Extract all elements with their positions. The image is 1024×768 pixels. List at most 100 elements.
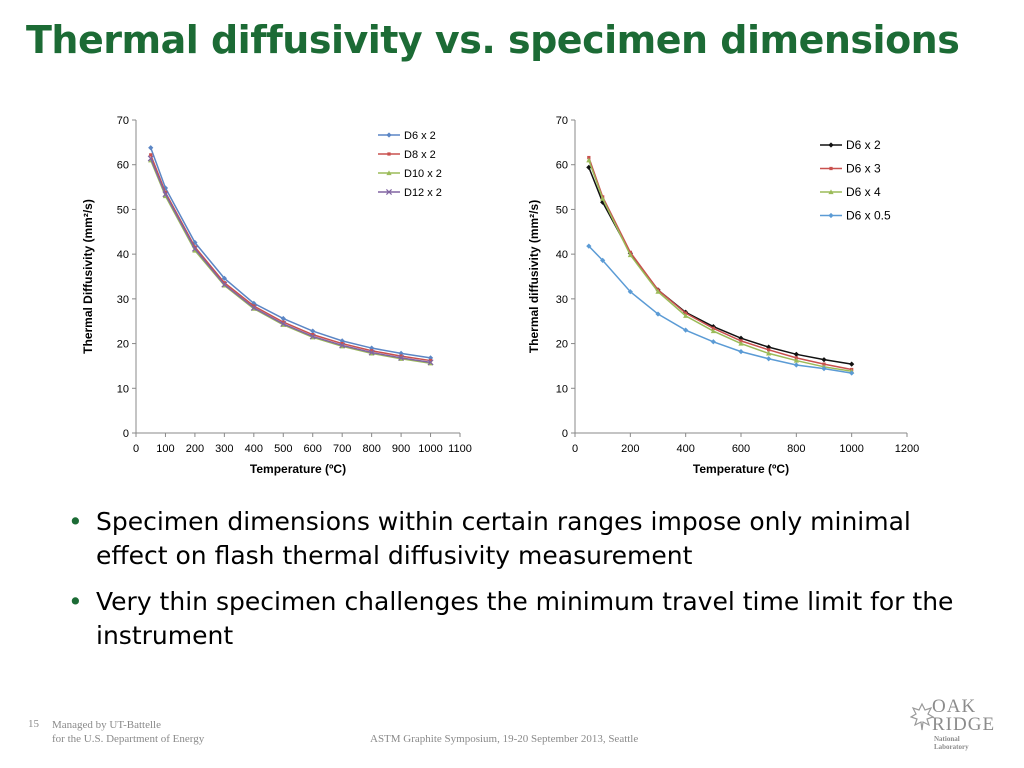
y-tick-label: 70 <box>556 115 568 127</box>
data-point <box>628 250 632 254</box>
data-point <box>281 320 285 324</box>
data-point <box>370 349 374 353</box>
data-point <box>767 348 771 352</box>
data-point <box>309 333 316 340</box>
x-tick-label: 1100 <box>448 443 472 455</box>
x-tick-label: 500 <box>274 443 292 455</box>
bullet-text: Specimen dimensions within certain range… <box>96 507 911 570</box>
series-line <box>588 157 852 371</box>
data-point <box>340 341 344 346</box>
data-point <box>222 281 226 285</box>
x-tick-label: 200 <box>186 443 204 455</box>
data-point <box>829 166 833 171</box>
ornl-logo: OAK RIDGE National Laboratory <box>910 696 1010 751</box>
data-point <box>600 196 606 201</box>
legend-label: D12 x 2 <box>404 187 442 199</box>
y-tick-label: 10 <box>556 383 568 395</box>
data-point <box>280 315 286 322</box>
legend-label: D10 x 2 <box>404 168 442 180</box>
data-point <box>221 275 227 281</box>
data-point <box>399 354 403 358</box>
data-point <box>386 170 392 176</box>
data-point <box>387 152 391 156</box>
series-line <box>150 158 431 364</box>
data-point <box>711 326 715 330</box>
x-tick-label: 700 <box>333 443 351 455</box>
legend-label: D6 x 2 <box>404 130 436 142</box>
bullet-dot: • <box>68 587 83 616</box>
data-point <box>828 189 834 195</box>
data-point <box>250 304 257 311</box>
data-point <box>655 311 661 317</box>
data-point <box>766 350 772 356</box>
data-point <box>149 153 153 157</box>
data-point <box>252 304 256 308</box>
data-point <box>766 356 772 362</box>
y-tick-label: 70 <box>117 115 129 127</box>
footer-managed: Managed by UT-Battelle <box>52 719 161 731</box>
y-tick-label: 60 <box>556 160 568 172</box>
data-point <box>793 351 799 357</box>
bullet-dot: • <box>68 507 83 536</box>
data-point <box>311 333 315 337</box>
data-point <box>822 362 826 366</box>
data-point <box>586 157 592 163</box>
x-tick-label: 800 <box>787 443 805 455</box>
data-point <box>794 356 798 360</box>
x-axis-label: Temperature (ºC) <box>250 462 346 476</box>
x-tick-label: 900 <box>392 443 410 455</box>
legend-label: D6 x 4 <box>846 185 881 199</box>
slide-title: Thermal diffusivity vs. specimen dimensi… <box>26 18 960 62</box>
bullet-text: Very thin specimen challenges the minimu… <box>96 587 954 650</box>
x-axis-label: Temperature (ºC) <box>693 462 789 476</box>
data-point <box>428 358 433 363</box>
series-line <box>588 245 852 374</box>
data-point <box>193 245 197 249</box>
bullet-item: • Very thin specimen challenges the mini… <box>68 585 968 653</box>
y-tick-label: 0 <box>123 428 129 440</box>
y-axis-label: Thermal diffusivity (mm²/s) <box>527 200 541 353</box>
legend-label: D6 x 2 <box>846 138 881 152</box>
data-point <box>738 349 744 355</box>
data-point <box>587 155 591 160</box>
leaf-icon <box>910 702 934 731</box>
data-point <box>192 239 198 246</box>
x-tick-label: 400 <box>676 443 694 455</box>
footer-event: ASTM Graphite Symposium, 19-20 September… <box>370 733 639 745</box>
y-tick-label: 20 <box>117 339 129 351</box>
x-tick-label: 1000 <box>418 443 442 455</box>
y-tick-label: 0 <box>562 428 568 440</box>
data-point <box>148 145 154 151</box>
x-tick-label: 600 <box>304 443 322 455</box>
x-tick-label: 1200 <box>895 443 919 455</box>
data-point <box>655 289 661 294</box>
x-tick-label: 300 <box>215 443 233 455</box>
bullet-list: • Specimen dimensions within certain ran… <box>68 505 968 665</box>
data-point <box>147 155 154 162</box>
y-tick-label: 30 <box>556 294 568 306</box>
x-tick-label: 800 <box>362 443 380 455</box>
series-line <box>150 154 431 362</box>
y-tick-label: 10 <box>117 383 129 395</box>
x-tick-label: 1000 <box>839 443 863 455</box>
logo-oak: OAK <box>932 696 977 717</box>
data-point <box>369 345 375 351</box>
y-axis-label: Thermal Diffusivity (mm²/s) <box>81 199 95 354</box>
data-point <box>339 342 346 349</box>
data-point <box>828 142 834 148</box>
bullet-item: • Specimen dimensions within certain ran… <box>68 505 968 573</box>
y-tick-label: 50 <box>556 204 568 216</box>
data-point <box>828 212 834 219</box>
data-point <box>398 354 405 361</box>
x-tick-label: 600 <box>732 443 750 455</box>
x-tick-label: 400 <box>245 443 263 455</box>
data-point <box>191 245 198 252</box>
series-line <box>150 159 431 364</box>
x-tick-label: 200 <box>621 443 639 455</box>
data-point <box>386 132 392 138</box>
data-point <box>280 320 287 327</box>
y-tick-label: 30 <box>117 294 129 306</box>
data-point <box>368 349 375 356</box>
data-point <box>684 311 688 315</box>
